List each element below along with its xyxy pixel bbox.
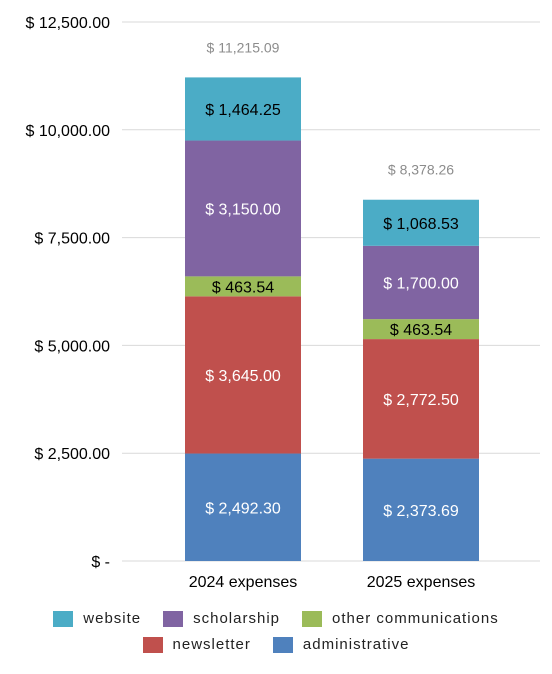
legend-row-1: website scholarship other communications — [0, 610, 552, 627]
bar-segment-newsletter — [363, 339, 479, 459]
bar-segment-scholarship — [363, 245, 479, 320]
legend-label: administrative — [302, 636, 410, 653]
legend-swatch — [272, 636, 293, 653]
legend-item-newsletter: newsletter — [142, 636, 251, 653]
data-label: $ 3,150.00 — [205, 201, 281, 218]
bar-segment-newsletter — [185, 296, 301, 454]
data-label: $ 1,700.00 — [383, 275, 459, 292]
x-category-label: 2025 expenses — [367, 574, 476, 591]
data-label: $ 463.54 — [212, 279, 274, 296]
y-tick-label: $ 12,500.00 — [25, 15, 110, 32]
legend-item-other-communications: other communications — [302, 610, 499, 627]
bar-segment-other-communications — [363, 319, 479, 340]
legend-label: newsletter — [172, 636, 251, 653]
legend-swatch — [302, 610, 322, 627]
bar-segment-other-communications — [185, 276, 301, 297]
legend-label: other communications — [332, 610, 499, 627]
bar-segment-administrative — [185, 453, 301, 561]
y-tick-label: $ 2,500.00 — [34, 446, 110, 463]
data-label: $ 3,645.00 — [205, 368, 281, 385]
data-label: $ 2,373.69 — [383, 503, 459, 520]
data-label: $ 463.54 — [390, 322, 452, 339]
legend-swatch — [53, 610, 74, 627]
data-label: $ 2,492.30 — [205, 500, 281, 517]
data-label: $ 2,772.50 — [383, 392, 459, 409]
bar-segment-scholarship — [185, 140, 301, 277]
legend-row-2: newsletter administrative — [0, 636, 552, 653]
data-label: $ 1,464.25 — [205, 102, 281, 119]
x-category-label: 2024 expenses — [189, 574, 298, 591]
y-tick-label: $ 10,000.00 — [25, 123, 110, 140]
data-label: $ 1,068.53 — [383, 216, 459, 233]
legend-item-scholarship: scholarship — [163, 610, 280, 627]
bar-segment-website — [363, 199, 479, 246]
stacked-bar-chart: $ - $ 2,500.00 $ 5,000.00 $ 7,500.00 $ 10,00… — [25, 15, 540, 591]
legend-label: scholarship — [193, 610, 280, 627]
legend-item-website: website — [53, 610, 141, 627]
total-label: $ 8,378.26 — [388, 162, 454, 178]
y-tick-label: $ 7,500.00 — [34, 231, 110, 248]
bar-segment-administrative — [363, 458, 479, 561]
legend-swatch — [163, 610, 184, 627]
legend-swatch — [142, 636, 163, 653]
y-tick-label: $ - — [91, 554, 110, 571]
legend-item-administrative: administrative — [272, 636, 410, 653]
bar-segment-website — [185, 77, 301, 141]
total-label: $ 11,215.09 — [207, 39, 280, 55]
legend-label: website — [83, 610, 142, 627]
y-tick-label: $ 5,000.00 — [34, 338, 110, 355]
